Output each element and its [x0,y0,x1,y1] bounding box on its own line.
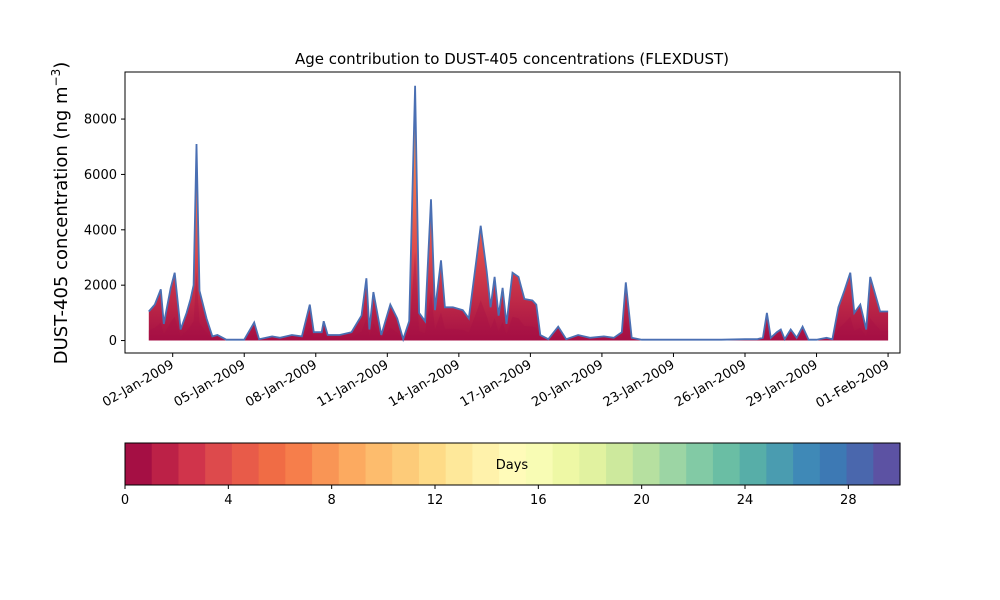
colorbar-segment [125,443,153,485]
colorbar-segment [846,443,874,485]
y-axis: 0 2000 4000 6000 8000 [84,113,125,349]
x-tick-label: 17-Jan-2009 [458,357,535,410]
colorbar-tick-label: 24 [737,493,754,508]
colorbar-segment [712,443,741,485]
y-tick-label: 2000 [84,279,117,294]
colorbar-tick-label: 4 [224,493,232,508]
colorbar-segment [525,443,554,485]
colorbar-frame [124,442,901,486]
colorbar [125,443,901,485]
colorbar-segment [766,443,794,485]
colorbar-segment [579,443,607,485]
colorbar-tick-label: 16 [530,493,547,508]
total-concentration-line [148,85,889,343]
colorbar-segment [231,443,260,485]
colorbar-segment [338,443,367,485]
x-tick-label: 23-Jan-2009 [601,357,678,410]
colorbar-segment [205,443,233,485]
colorbar-tick-label: 0 [121,493,129,508]
colorbar-segment [606,443,634,485]
x-tick-label: 26-Jan-2009 [672,357,749,410]
x-tick-label: 11-Jan-2009 [315,357,392,410]
colorbar-segment [312,443,340,485]
colorbar-segment [472,443,500,485]
colorbar-ticks: 0 4 8 12 16 20 24 28 [121,485,857,508]
colorbar-tick-label: 20 [633,493,650,508]
colorbar-segment [552,443,580,485]
colorbar-segment [418,443,447,485]
colorbar-segment [365,443,393,485]
colorbar-tick-label: 8 [328,493,336,508]
colorbar-segment [178,443,206,485]
colorbar-segment [659,443,687,485]
colorbar-segment [632,443,661,485]
y-tick-label: 4000 [84,223,117,238]
x-tick-label: 29-Jan-2009 [744,357,821,410]
y-axis-label: DUST-405 concentration (ng m−3) [49,62,72,365]
plot-area [148,85,889,343]
x-tick-label: 08-Jan-2009 [243,357,320,410]
colorbar-segment [819,443,848,485]
young-age-band [148,251,889,341]
colorbar-segment [151,443,180,485]
x-tick-label: 14-Jan-2009 [386,357,463,410]
x-axis: 02-Jan-200905-Jan-200908-Jan-200911-Jan-… [100,353,892,411]
x-tick-label: 05-Jan-2009 [172,357,249,410]
colorbar-segment [258,443,286,485]
x-tick-label: 20-Jan-2009 [529,357,606,410]
colorbar-segment [793,443,821,485]
x-tick-label: 01-Feb-2009 [814,357,893,411]
colorbar-tick-label: 28 [840,493,857,508]
y-tick-label: 0 [109,334,117,349]
plot-frame [124,71,901,354]
colorbar-segment [873,443,901,485]
y-tick-label: 8000 [84,113,117,128]
colorbar-segment [392,443,420,485]
y-tick-label: 6000 [84,168,117,183]
colorbar-segment [499,443,527,485]
colorbar-label: Days [496,458,529,473]
colorbar-segment [739,443,767,485]
colorbar-tick-label: 12 [427,493,444,508]
x-tick-label: 02-Jan-2009 [100,357,177,410]
colorbar-segment [686,443,714,485]
chart-title: Age contribution to DUST-405 concentrati… [295,50,729,68]
concentration-area [148,85,889,341]
colorbar-segment [445,443,474,485]
colorbar-segment [285,443,313,485]
